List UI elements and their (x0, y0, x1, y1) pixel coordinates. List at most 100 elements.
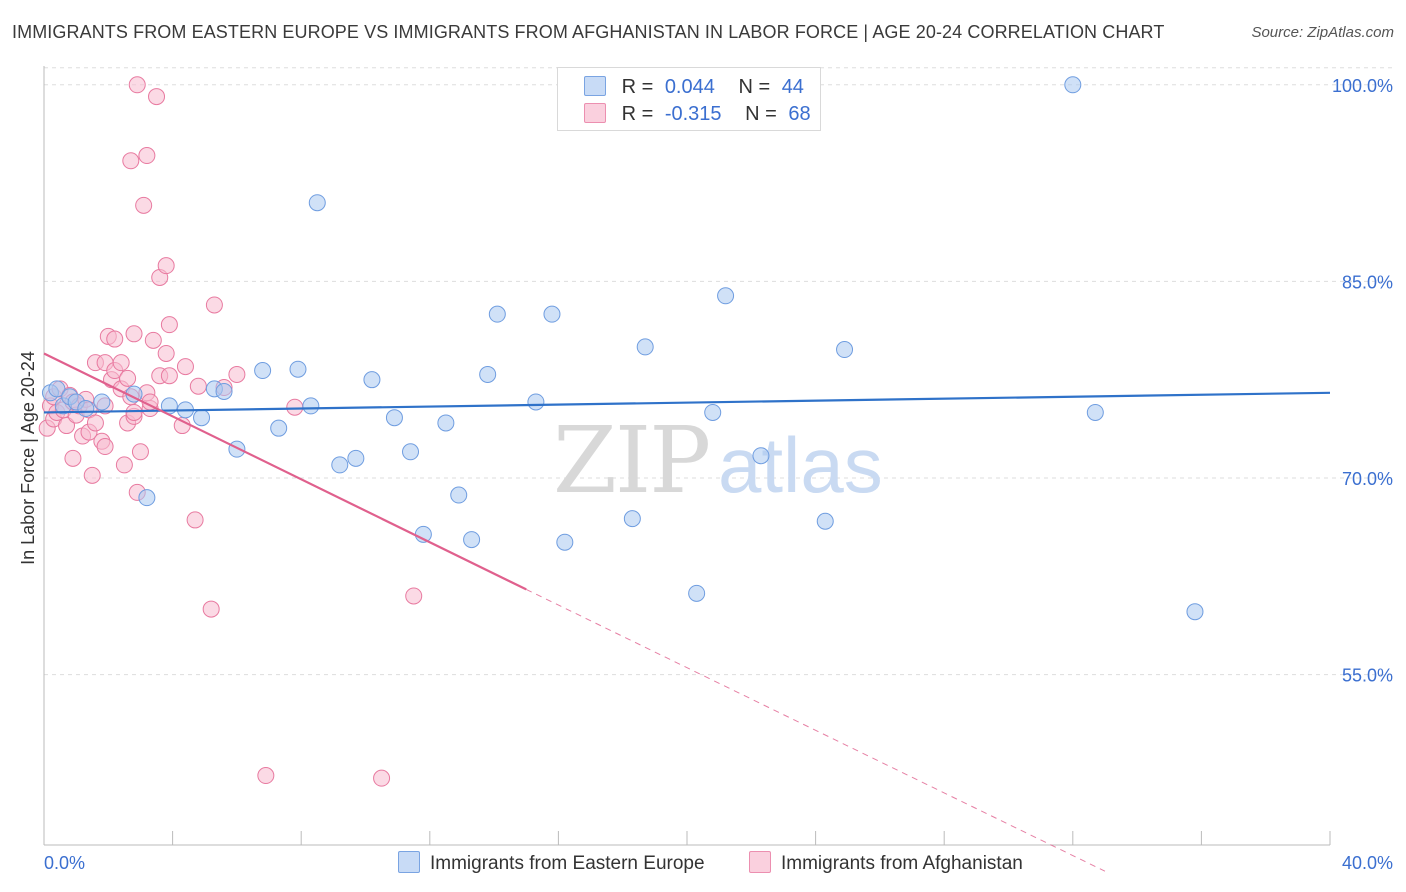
afghanistan-point (144, 331, 162, 349)
afghanistan-point (189, 377, 207, 395)
axes (43, 66, 1331, 846)
eastern-europe-point (717, 287, 735, 305)
legend-swatch-blue (584, 76, 606, 96)
legend-row-eastern-europe: R = 0.044 N = 44 (584, 76, 804, 98)
eastern-europe-point (308, 194, 326, 212)
afghanistan-trend-line (43, 352, 527, 591)
legend-swatch-pink (584, 103, 606, 123)
legend-n-value: 44 (781, 76, 804, 98)
eastern-europe-point (347, 449, 365, 467)
bottom-legend-eastern-europe: Immigrants from Eastern Europe (398, 851, 705, 875)
gridlines (44, 67, 1394, 676)
afghanistan-point (186, 511, 204, 529)
afghanistan-point (176, 358, 194, 376)
legend-n-label: N = (738, 76, 771, 98)
eastern-europe-point (527, 393, 545, 411)
afghanistan-point (286, 398, 304, 416)
eastern-europe-point (479, 365, 497, 383)
source-credit: Source: ZipAtlas.com (1251, 24, 1394, 41)
eastern-europe-point (331, 456, 349, 474)
y-tick-label: 70.0% (1342, 469, 1393, 489)
afghanistan-point (135, 196, 153, 214)
eastern-europe-point (450, 486, 468, 504)
y-tick-label: 55.0% (1342, 666, 1393, 686)
eastern-europe-point (228, 440, 246, 458)
eastern-europe-point (752, 447, 770, 465)
afghanistan-point (148, 88, 166, 106)
watermark-zip: ZIP (553, 407, 709, 514)
eastern-europe-point (193, 409, 211, 427)
afghanistan-point (257, 767, 275, 785)
afghanistan-trend-extension (526, 588, 1106, 872)
y-tick-label: 100.0% (1332, 76, 1393, 96)
legend-n-value: 68 (788, 103, 811, 125)
afghanistan-point (157, 257, 175, 275)
afghanistan-point (125, 325, 143, 343)
afghanistan-point (228, 365, 246, 383)
afghanistan-point (86, 414, 104, 432)
eastern-europe-point (385, 409, 403, 427)
afghanistan-point (106, 330, 124, 348)
afghanistan-point (160, 316, 178, 334)
eastern-europe-point (254, 362, 272, 380)
bottom-legend-swatch-pink (749, 851, 771, 873)
afghanistan-point (205, 296, 223, 314)
afghanistan-point (128, 76, 146, 94)
axis-labels: 55.0% 70.0% 85.0% 100.0% 0.0% 40.0% In Labor F… (18, 76, 1393, 873)
eastern-europe-point (302, 397, 320, 415)
correlation-legend: R = 0.044 N = 44 R = -0.315 N = 68 (557, 67, 821, 131)
chart-title: IMMIGRANTS FROM EASTERN EUROPE VS IMMIGR… (12, 22, 1165, 42)
y-axis-title: In Labor Force | Age 20-24 (18, 351, 38, 565)
afghanistan-point (83, 466, 101, 484)
y-tick-label: 85.0% (1342, 272, 1393, 292)
afghanistan-point (58, 417, 76, 435)
eastern-europe-point (816, 512, 834, 530)
watermark: ZIP atlas (553, 407, 883, 514)
afghanistan-point (96, 438, 114, 456)
afghanistan-point (125, 403, 143, 421)
bottom-legend-swatch-blue (398, 851, 420, 873)
bottom-legend-label: Immigrants from Eastern Europe (430, 853, 705, 874)
afghanistan-point (112, 354, 130, 372)
eastern-europe-point (402, 443, 420, 461)
eastern-europe-point (215, 382, 233, 400)
afghanistan-point (405, 587, 423, 605)
afghanistan-point (160, 367, 178, 385)
eastern-europe-point (48, 380, 66, 398)
eastern-europe-point (488, 305, 506, 323)
legend-r-value: -0.315 (664, 103, 722, 125)
afghanistan-point (131, 443, 149, 461)
eastern-europe-point (836, 341, 854, 359)
eastern-europe-point (543, 305, 561, 323)
x-tick-label: 40.0% (1342, 853, 1393, 873)
eastern-europe-point (688, 584, 706, 602)
afghanistan-point (122, 152, 140, 170)
afghanistan-point (115, 456, 133, 474)
legend-r-label: R = (621, 103, 654, 125)
bottom-legend-label: Immigrants from Afghanistan (781, 853, 1023, 874)
x-tick-label: 0.0% (44, 853, 85, 873)
eastern-europe-point (289, 360, 307, 378)
eastern-europe-point (463, 531, 481, 549)
legend-row-afghanistan: R = -0.315 N = 68 (584, 103, 811, 125)
eastern-europe-point (77, 400, 95, 418)
eastern-europe-point (363, 371, 381, 389)
legend-n-label: N = (745, 103, 777, 125)
legend-r-label: R = (621, 76, 654, 98)
eastern-europe-point (93, 393, 111, 411)
eastern-europe-point (704, 403, 722, 421)
afghanistan-point (373, 769, 391, 787)
bottom-legend-afghanistan: Immigrants from Afghanistan (749, 851, 1023, 875)
eastern-europe-point (556, 533, 574, 551)
afghanistan-point (157, 344, 175, 362)
eastern-europe-point (437, 414, 455, 432)
afghanistan-point (138, 147, 156, 165)
eastern-europe-point (1064, 76, 1082, 94)
legend-r-value: 0.044 (664, 76, 715, 98)
afghanistan-point (64, 449, 82, 467)
watermark-atlas: atlas (718, 421, 883, 509)
eastern-europe-point (1186, 603, 1204, 621)
trend-lines (43, 352, 1331, 872)
eastern-europe-trend-line (43, 391, 1331, 414)
